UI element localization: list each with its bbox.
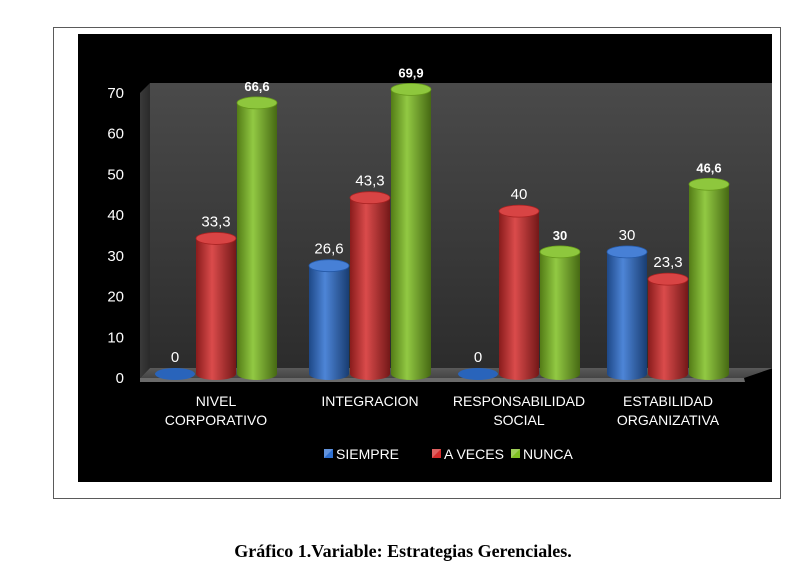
bar-a-veces [647, 272, 689, 380]
data-label: 30 [619, 227, 636, 244]
legend-label: NUNCA [523, 446, 573, 462]
data-label: 43,3 [355, 173, 384, 190]
floor-edge [140, 378, 745, 382]
y-tick-label: 20 [107, 289, 124, 306]
y-tick-label: 10 [107, 329, 124, 346]
bars [155, 83, 730, 380]
data-label: 0 [474, 349, 482, 366]
side-wall [140, 83, 150, 378]
x-tick-label: INTEGRACION [321, 393, 418, 409]
bar-a-veces [498, 204, 540, 380]
legend-item: SIEMPRE [324, 446, 399, 462]
data-label: 23,3 [653, 254, 682, 271]
x-axis: NIVEL CORPORATIVO INTEGRACION RESPONSABILID… [165, 393, 720, 428]
y-tick-label: 40 [107, 207, 124, 224]
x-tick-label: NIVEL CORPORATIVO [165, 393, 268, 428]
y-tick-label: 60 [107, 126, 124, 143]
bar-chart: 0 10 20 30 40 50 60 70 0 33,3 66,6 26,6 43,3 69,9 0 40… [78, 34, 772, 482]
data-label: 30 [553, 228, 567, 243]
y-axis: 0 10 20 30 40 50 60 70 [107, 85, 124, 387]
x-tick-label: RESPONSABILIDAD SOCIAL [453, 393, 585, 428]
y-tick-label: 0 [116, 370, 124, 387]
bar-siempre [155, 368, 195, 380]
data-label: 33,3 [201, 213, 230, 230]
bar-a-veces [195, 232, 237, 380]
bar-siempre [606, 245, 648, 380]
bar-nunca [236, 96, 278, 380]
y-tick-label: 30 [107, 248, 124, 265]
legend-item: NUNCA [511, 446, 573, 462]
data-label: 26,6 [314, 241, 343, 258]
bar-siempre [458, 368, 498, 380]
bar-siempre [308, 259, 350, 380]
legend-label: A VECES [444, 446, 504, 462]
bar-a-veces [349, 191, 391, 380]
legend-label: SIEMPRE [336, 446, 399, 462]
data-label: 0 [171, 349, 179, 366]
x-tick-label: ESTABILIDAD ORGANIZATIVA [617, 393, 720, 428]
bar-nunca [539, 245, 581, 380]
data-label: 40 [511, 186, 528, 203]
data-label: 46,6 [696, 160, 721, 175]
bar-nunca [390, 83, 432, 380]
figure-caption: Gráfico 1.Variable: Estrategias Gerencia… [234, 541, 572, 561]
bar-nunca [688, 177, 730, 380]
data-label: 69,9 [398, 65, 423, 80]
data-label: 66,6 [244, 79, 269, 94]
data-labels: 0 33,3 66,6 26,6 43,3 69,9 0 40 30 30 23,3 46,6 [171, 65, 722, 366]
y-tick-label: 50 [107, 166, 124, 183]
legend: SIEMPRE A VECES NUNCA [324, 446, 573, 462]
y-tick-label: 70 [107, 85, 124, 102]
legend-item: A VECES [432, 446, 504, 462]
